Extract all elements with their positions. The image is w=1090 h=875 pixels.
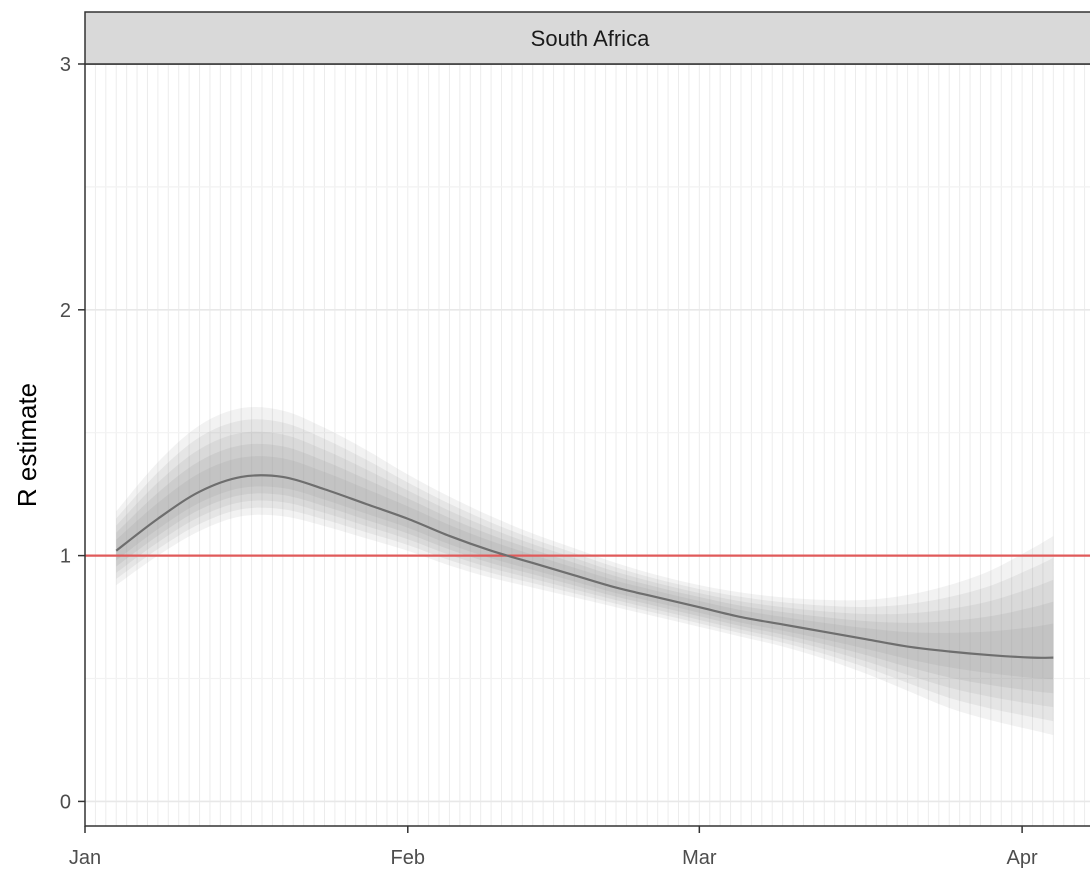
- x-tick-label: Apr: [1007, 847, 1038, 869]
- median-r-line: [115, 474, 1054, 659]
- x-axis: Jan Feb Mar Apr: [69, 826, 1038, 869]
- x-tick-label: Feb: [391, 847, 425, 869]
- panel-background: [85, 64, 1090, 826]
- facet-strip: South Africa: [84, 11, 1090, 65]
- credible-band: [116, 431, 1054, 708]
- y-tick-label: 1: [60, 546, 71, 568]
- facet-title: South Africa: [531, 26, 650, 51]
- y-tick-label: 0: [60, 791, 71, 813]
- facet-strip-background: [84, 11, 1090, 65]
- y-axis: 0 1 2 3: [60, 54, 85, 813]
- credible-band: [116, 406, 1054, 736]
- y-tick-label: 3: [60, 54, 71, 76]
- minor-x-gridlines: [84, 64, 1086, 826]
- y-axis-title: R estimate: [12, 383, 42, 507]
- credible-band: [116, 419, 1054, 722]
- x-tick-label: Jan: [69, 847, 101, 869]
- x-tick-label: Mar: [682, 847, 717, 869]
- credible-band: [116, 456, 1054, 680]
- y-tick-label: 2: [60, 300, 71, 322]
